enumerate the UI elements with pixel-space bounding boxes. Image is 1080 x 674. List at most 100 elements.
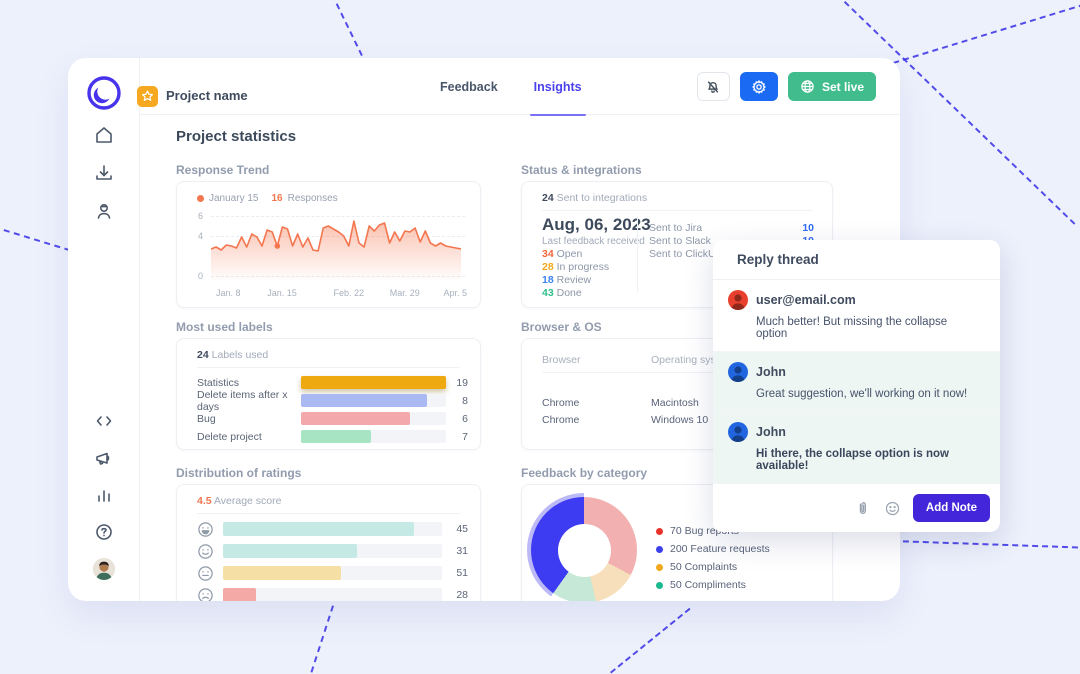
- attachment-icon[interactable]: [853, 498, 873, 518]
- tab-feedback[interactable]: Feedback: [440, 79, 498, 94]
- page-title: Project statistics: [176, 128, 297, 145]
- section-title-feedback-category: Feedback by category: [521, 466, 648, 480]
- rating-bar-row: 31: [197, 543, 468, 560]
- bar-fill: [223, 588, 256, 601]
- gridline: [211, 216, 465, 217]
- bar-value: 45: [456, 523, 468, 535]
- bar-track: [301, 376, 446, 389]
- integration-row: Sent to ClickUp: [649, 248, 814, 260]
- bar-value: 8: [462, 394, 468, 407]
- feedback-donut-chart: [527, 493, 641, 601]
- status-stat: 28 In progress: [542, 261, 610, 273]
- most-used-labels-card: 24 Labels used Statistics 19 Delete items …: [176, 338, 481, 450]
- message-avatar: [728, 362, 748, 382]
- rating-face-icon: [197, 521, 223, 538]
- bar-value: 51: [456, 567, 468, 579]
- mute-notifications-button[interactable]: [696, 72, 730, 101]
- project-star-icon[interactable]: [137, 86, 158, 107]
- x-axis-tick: Apr. 5: [443, 288, 468, 298]
- legend-label: 50 Compliments: [670, 579, 746, 591]
- bar-track: [301, 394, 446, 407]
- section-title-browser-os: Browser & OS: [521, 320, 602, 334]
- megaphone-icon[interactable]: [93, 447, 115, 469]
- save-icon[interactable]: [93, 162, 115, 184]
- x-axis-tick: Jan. 15: [267, 288, 297, 298]
- bar-track: [223, 522, 442, 536]
- legend-label: 200 Feature requests: [670, 543, 770, 555]
- bar-fill: [301, 430, 371, 443]
- y-axis-tick: 0: [197, 271, 203, 281]
- card-header: 4.5 Average score: [197, 495, 282, 507]
- rating-face-icon: [197, 587, 223, 601]
- message-avatar: [728, 290, 748, 310]
- label-bar-row: Delete project 7: [197, 430, 468, 443]
- top-bar: Project name Feedback Insights: [137, 58, 900, 116]
- message-text: Hi there, the collapse option is now ava…: [756, 448, 949, 472]
- y-axis-tick: 4: [197, 231, 203, 241]
- help-icon[interactable]: [93, 521, 115, 543]
- bar-value: 31: [456, 545, 468, 557]
- message-text: Much better! But missing the collapse op…: [756, 316, 948, 340]
- ratings-card: 4.5 Average score 45 31 51 28: [176, 484, 481, 601]
- stats-icon[interactable]: [93, 484, 115, 506]
- bar-label: Delete project: [197, 430, 262, 443]
- legend-dot-icon: [656, 581, 663, 589]
- app-logo-icon[interactable]: [86, 75, 122, 111]
- code-icon[interactable]: [93, 410, 115, 432]
- home-icon[interactable]: [93, 124, 115, 146]
- decor-dashed-line: [892, 540, 1080, 549]
- message-text: Great suggestion, we'll working on it no…: [756, 388, 968, 400]
- section-title-ratings: Distribution of ratings: [176, 466, 302, 480]
- card-header: 24 Labels used: [197, 349, 269, 361]
- user-icon[interactable]: [93, 200, 115, 222]
- sidebar: [68, 58, 140, 601]
- emoji-icon[interactable]: [883, 498, 903, 518]
- section-title-most-used-labels: Most used labels: [176, 320, 273, 334]
- tab-insights[interactable]: Insights: [529, 58, 586, 116]
- x-axis-tick: Feb. 22: [333, 288, 365, 298]
- thread-message: user@email.com Much better! But missing t…: [713, 280, 1000, 352]
- user-avatar[interactable]: [92, 558, 115, 580]
- legend-dot-icon: [656, 545, 663, 553]
- message-author: user@email.com: [756, 293, 856, 307]
- bar-label: Bug: [197, 412, 216, 425]
- rating-face-icon: [197, 543, 223, 560]
- bar-fill: [223, 566, 342, 580]
- label-bar-row: Bug 6: [197, 412, 468, 425]
- bar-track: [223, 588, 442, 601]
- bar-track: [301, 412, 446, 425]
- message-author: John: [756, 425, 786, 439]
- bar-label: Statistics: [197, 376, 240, 389]
- chart-legend: January 15 16 Responses: [197, 193, 338, 204]
- bar-track: [223, 566, 442, 580]
- status-stat: 43 Done: [542, 287, 582, 299]
- set-live-button[interactable]: Set live: [787, 72, 876, 101]
- rating-bar-row: 51: [197, 565, 468, 581]
- browser-cell: Chrome: [542, 397, 580, 409]
- browser-cell: Chrome: [542, 414, 580, 426]
- legend-dot-icon: [656, 527, 663, 535]
- set-live-label: Set live: [821, 79, 864, 94]
- legend-label: 50 Complaints: [670, 561, 738, 573]
- add-note-button[interactable]: Add Note: [912, 494, 990, 522]
- response-trend-card: January 15 16 Responses 6 4 0 Jan. 8 Jan. 15…: [176, 181, 481, 308]
- bar-label: Delete items after x days: [197, 388, 288, 413]
- card-header: 24 Sent to integrations: [542, 192, 648, 204]
- bar-value: 6: [462, 412, 468, 425]
- gear-icon: [752, 79, 766, 94]
- settings-button[interactable]: [739, 72, 778, 101]
- legend-dot-icon: [656, 563, 663, 571]
- integration-value: 10: [802, 222, 814, 234]
- message-avatar: [728, 422, 748, 442]
- decor-dashed-line: [0, 226, 71, 252]
- bar-fill: [301, 394, 428, 407]
- decor-dashed-line: [893, 3, 1080, 64]
- tab-bar: Feedback Insights: [440, 58, 586, 116]
- popup-title: Reply thread: [713, 240, 1000, 280]
- x-axis-tick: Mar. 29: [389, 288, 420, 298]
- column-header-os: Operating system: [651, 354, 734, 366]
- integration-label: Sent to Jira: [649, 222, 703, 234]
- label-bar-row: Delete items after x days 8: [197, 389, 468, 413]
- project-name: Project name: [166, 88, 248, 103]
- bar-fill: [223, 544, 357, 558]
